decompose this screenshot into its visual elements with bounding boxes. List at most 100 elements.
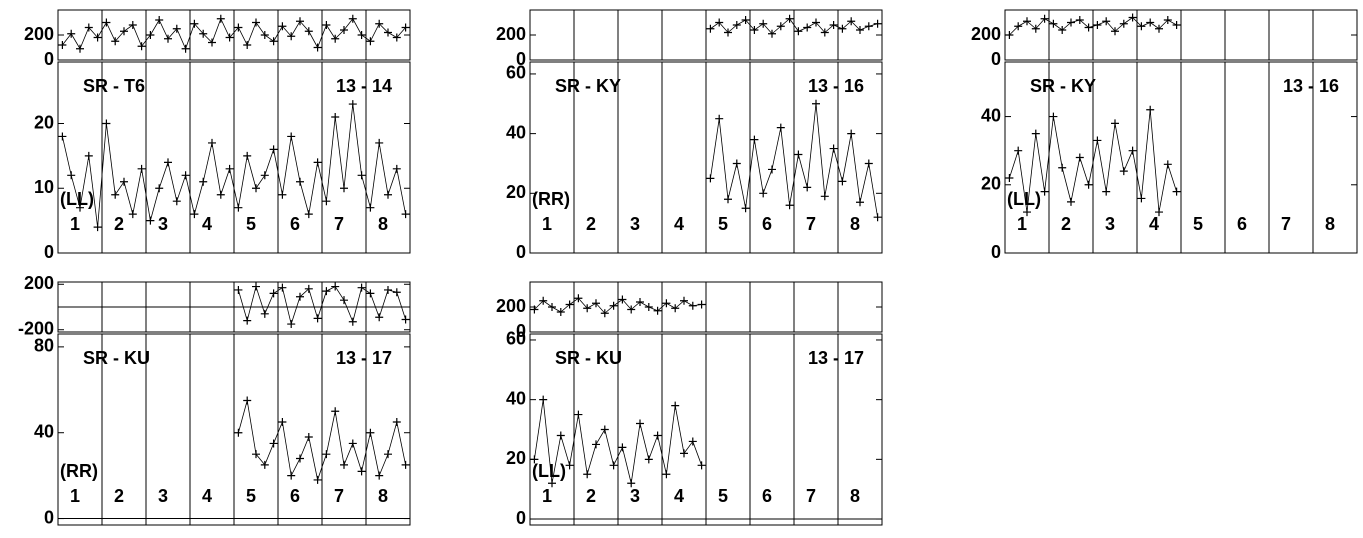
phase-point: [1067, 18, 1075, 27]
phase-point: [375, 19, 384, 28]
amplitude-point: [1031, 129, 1040, 138]
phase-point: [1093, 21, 1102, 29]
phase-point: [260, 309, 269, 318]
phase-point: [296, 17, 304, 26]
phase-point: [680, 296, 688, 305]
amplitude-point: [340, 460, 348, 469]
channel-label: 7: [334, 486, 344, 506]
baseline-label: SR - KY: [1030, 76, 1096, 96]
amplitude-point: [750, 135, 759, 144]
amplitude-point: [216, 190, 225, 199]
channel-label: 5: [718, 486, 728, 506]
amplitude-point: [856, 198, 864, 207]
amplitude-point: [794, 150, 803, 159]
phase-point: [322, 21, 331, 29]
amplitude-point: [260, 171, 269, 180]
phase-point: [278, 283, 287, 292]
phase-point: [556, 308, 565, 316]
amplitude-point: [838, 177, 847, 186]
channel-label: 6: [290, 486, 300, 506]
amplitude-point: [313, 158, 322, 167]
phase-point: [401, 23, 410, 32]
phase-point: [768, 29, 776, 38]
phase-point: [340, 296, 348, 305]
phase-point: [1014, 22, 1023, 31]
amplitude-point: [234, 428, 243, 437]
phase-point: [225, 33, 234, 42]
amplitude-point: [375, 471, 384, 480]
y-tick-label: 200: [24, 24, 54, 44]
channel-label: 2: [586, 486, 596, 506]
phase-point: [67, 29, 76, 38]
phase-line: [1009, 16, 1177, 36]
amplitude-point: [269, 145, 278, 154]
y-tick-label: 40: [981, 105, 1001, 125]
amplitude-point: [172, 197, 181, 206]
amplitude-point: [741, 204, 750, 213]
amplitude-point: [348, 439, 357, 448]
amplitude-point: [1058, 163, 1067, 172]
phase-point: [58, 41, 67, 49]
phase-point: [539, 296, 548, 305]
phase-point: [76, 44, 84, 53]
amplitude-line: [238, 400, 406, 482]
phase-point: [340, 26, 348, 34]
y-tick-label: 40: [506, 388, 526, 408]
amplitude-point: [401, 210, 410, 219]
phase-point: [401, 315, 410, 324]
phase-point: [331, 34, 340, 43]
phase-point: [600, 309, 609, 318]
phase-point: [120, 27, 128, 36]
phase-point: [609, 301, 618, 310]
phase-point: [269, 289, 278, 298]
amplitude-point: [1155, 208, 1163, 217]
phase-point: [348, 14, 357, 23]
amplitude-point: [278, 190, 287, 199]
channel-label: 2: [1061, 214, 1071, 234]
amplitude-point: [1111, 119, 1119, 128]
channel-label: 8: [378, 486, 388, 506]
y-tick-label: -200: [18, 318, 54, 338]
phase-point: [366, 289, 375, 298]
y-tick-label: 60: [506, 329, 526, 349]
amplitude-point: [199, 177, 208, 186]
phase-point: [331, 282, 340, 291]
phase-point: [357, 283, 366, 292]
phase-point: [252, 18, 260, 27]
phase-line: [62, 17, 406, 50]
amplitude-point: [146, 216, 155, 225]
amplitude-point: [287, 132, 296, 141]
channel-label: 5: [718, 214, 728, 234]
phase-point: [592, 299, 600, 308]
amplitude-point: [1163, 160, 1172, 169]
amplitude-point: [671, 401, 680, 410]
amplitude-point: [609, 461, 618, 470]
phase-point: [697, 300, 706, 309]
channel-label: 5: [246, 214, 256, 234]
amplitude-point: [331, 407, 340, 416]
amplitude-line: [710, 103, 878, 218]
amplitude-point: [820, 192, 829, 201]
amplitude-point: [1023, 208, 1031, 217]
polarization-label: (LL): [1007, 189, 1041, 209]
amplitude-point: [706, 174, 715, 183]
amplitude-point: [556, 431, 565, 440]
phase-point: [565, 300, 574, 309]
amplitude-point: [322, 450, 331, 459]
amplitude-point: [287, 471, 296, 480]
phase-point: [128, 21, 137, 29]
amplitude-point: [260, 460, 269, 469]
channel-label: 7: [334, 214, 344, 234]
phase-point: [111, 37, 120, 46]
phase-point: [234, 23, 243, 32]
channel-label: 6: [290, 214, 300, 234]
phase-point: [137, 42, 146, 51]
amplitude-point: [67, 171, 76, 180]
phase-point: [1040, 14, 1049, 23]
phase-point: [155, 16, 164, 24]
channel-label: 8: [378, 214, 388, 234]
amplitude-point: [102, 119, 111, 128]
channel-label: 4: [674, 486, 684, 506]
channel-label: 6: [762, 214, 772, 234]
phase-point: [1031, 24, 1040, 33]
